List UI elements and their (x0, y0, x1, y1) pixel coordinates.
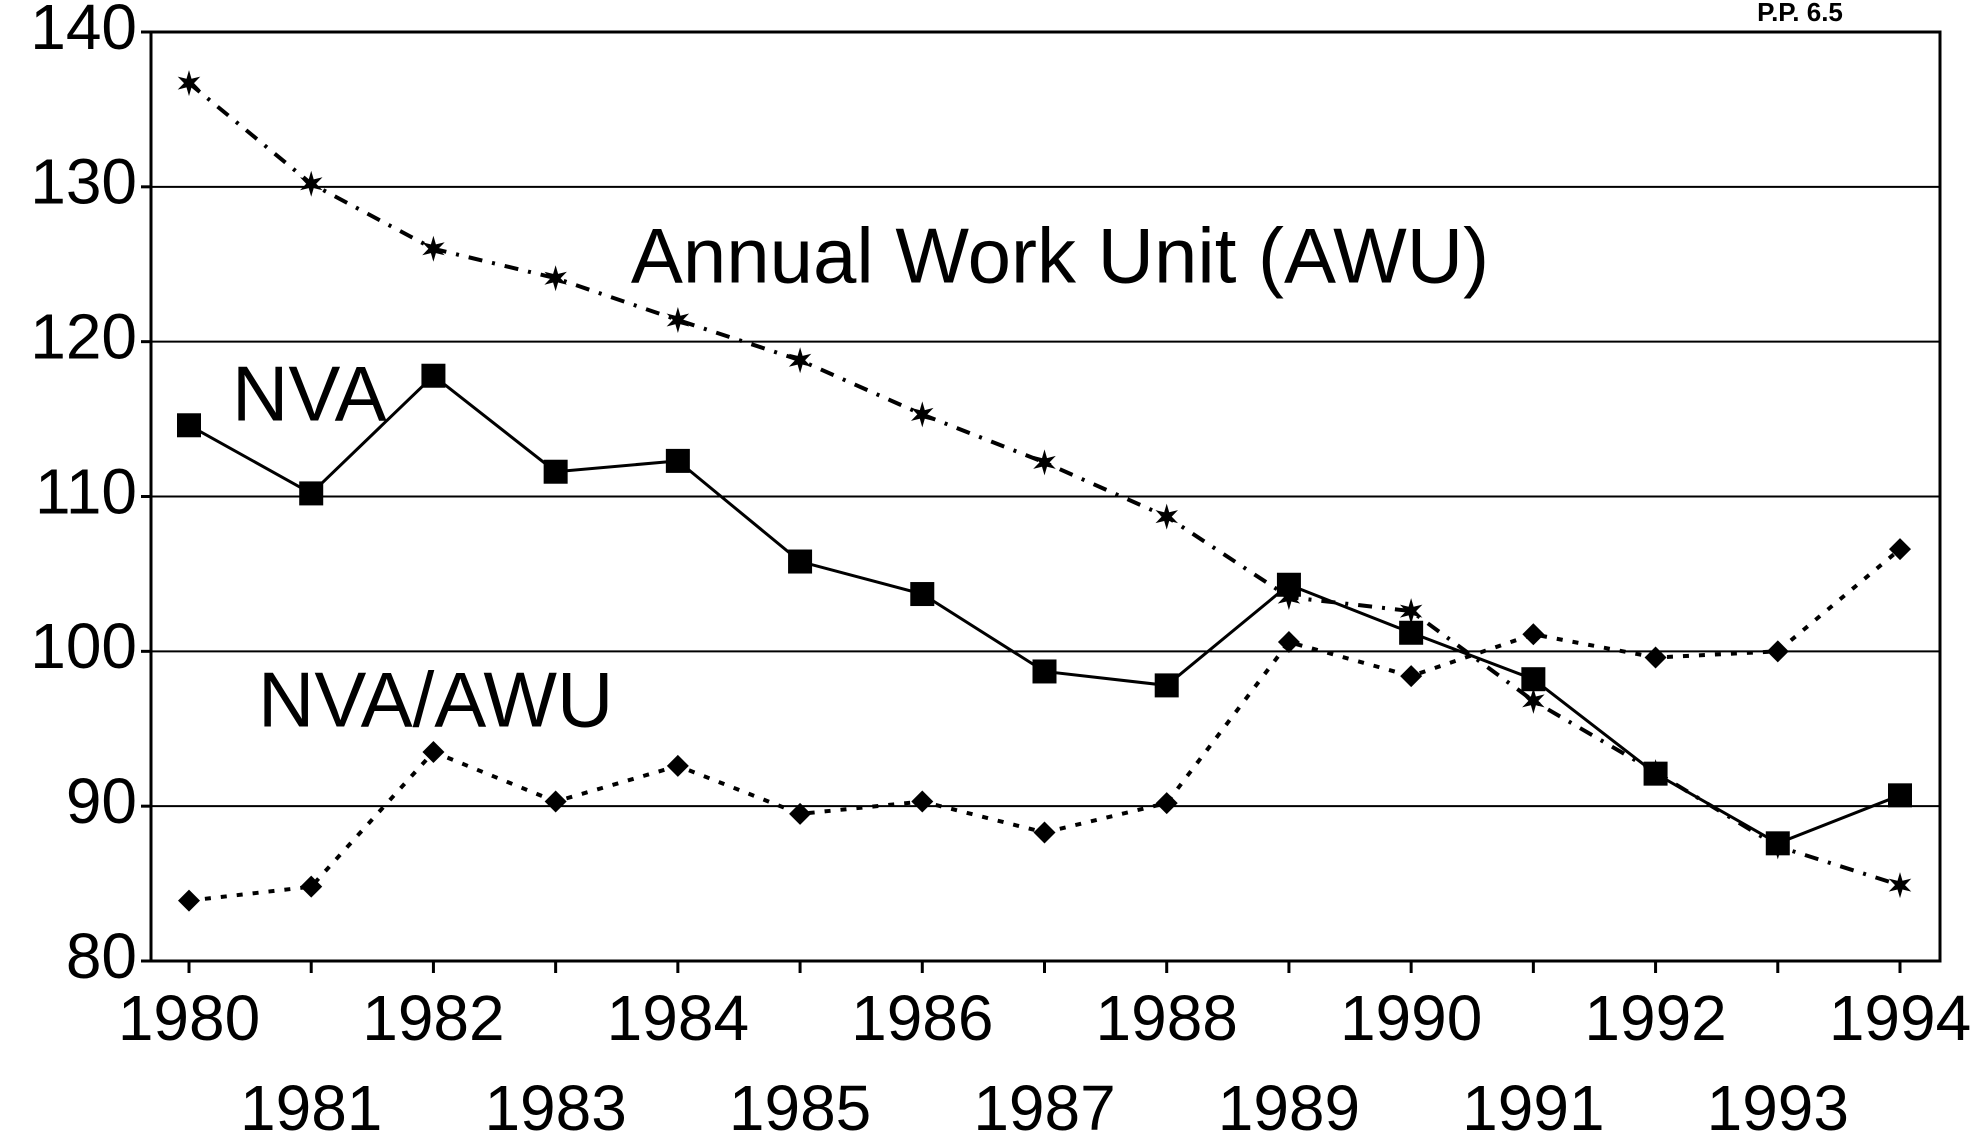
x-tick-label: 1993 (1707, 1072, 1849, 1144)
star-marker (544, 265, 567, 292)
x-tick-label: 1986 (851, 982, 993, 1054)
square-marker (421, 363, 446, 388)
y-tick-label: 140 (30, 0, 137, 63)
diamond-marker (666, 754, 689, 777)
star-marker (1155, 503, 1178, 530)
star-marker (422, 235, 445, 262)
square-marker (1276, 572, 1301, 597)
star-marker (300, 170, 323, 197)
diamond-marker (911, 790, 934, 813)
diamond-marker (300, 875, 323, 898)
x-tick-label: 1990 (1340, 982, 1482, 1054)
series: NVA/AWU (178, 538, 1911, 912)
square-marker (1643, 761, 1668, 786)
series-line (188, 373, 1901, 845)
y-tick-label: 110 (35, 455, 137, 527)
diamond-marker (1644, 646, 1667, 669)
diamond-marker (544, 790, 567, 813)
square-marker (1032, 659, 1057, 684)
square-marker (1888, 783, 1912, 808)
x-tick-label: 1980 (118, 982, 260, 1054)
series-label: Annual Work Unit (AWU) (631, 212, 1489, 300)
square-marker (665, 448, 690, 473)
square-marker (177, 413, 201, 438)
x-tick-label: 1984 (607, 982, 749, 1054)
series-label: NVA/AWU (258, 656, 613, 744)
diamond-marker (1766, 640, 1789, 663)
diamond-marker (1889, 538, 1911, 561)
x-tick-label: 1991 (1462, 1072, 1604, 1144)
diamond-marker (1522, 623, 1545, 646)
y-tick-label: 100 (30, 610, 137, 682)
square-marker (299, 481, 324, 506)
x-tick-label: 1985 (729, 1072, 871, 1144)
x-tick-label: 1982 (362, 982, 504, 1054)
star-marker (666, 307, 690, 333)
x-tick-label: 1992 (1584, 982, 1726, 1054)
star-marker (177, 70, 201, 97)
square-marker (1399, 620, 1424, 645)
diamond-marker (422, 740, 445, 763)
series-line (187, 81, 1901, 888)
x-tick-label: 1988 (1096, 982, 1238, 1054)
x-tick-label: 1983 (484, 1072, 626, 1144)
square-marker (543, 459, 568, 484)
x-tick-label: 1994 (1829, 982, 1971, 1054)
square-marker (788, 549, 813, 574)
y-tick-label: 130 (30, 146, 137, 218)
page-note: P.P. 6.5 (1757, 0, 1843, 27)
diamond-marker (178, 889, 200, 912)
x-tick-label: 1989 (1218, 1072, 1360, 1144)
square-marker (1154, 673, 1179, 698)
square-marker (1765, 831, 1790, 856)
series-label: NVA (232, 350, 387, 438)
star-marker (1888, 872, 1912, 899)
diamond-marker (1033, 821, 1056, 844)
star-marker (1399, 598, 1423, 625)
series: Annual Work Unit (AWU) (177, 70, 1912, 899)
x-tick-label: 1987 (973, 1072, 1115, 1144)
star-marker (788, 347, 812, 374)
diamond-marker (1400, 665, 1423, 688)
star-marker (1522, 687, 1545, 714)
y-tick-label: 120 (30, 301, 137, 373)
star-marker (1277, 584, 1301, 611)
series: NVA (177, 350, 1912, 856)
x-tick-label: 1981 (240, 1072, 382, 1144)
square-marker (910, 582, 935, 607)
square-marker (1521, 667, 1546, 692)
diamond-marker (789, 802, 812, 825)
y-tick-label: 90 (66, 765, 137, 837)
y-tick-label: 80 (66, 920, 137, 992)
diamond-marker (1277, 631, 1300, 654)
diamond-marker (1155, 792, 1178, 815)
star-marker (1033, 449, 1056, 476)
star-marker (911, 401, 934, 428)
